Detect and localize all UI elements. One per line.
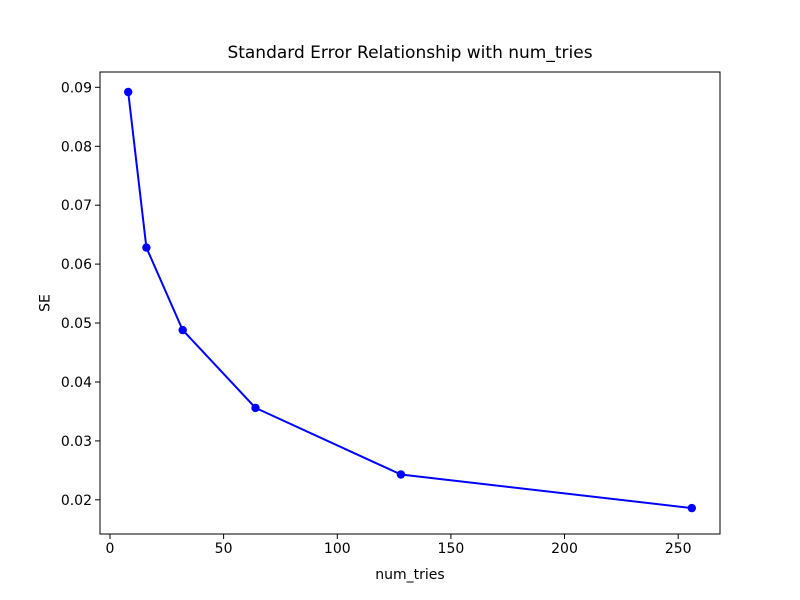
svg-text:0.04: 0.04 xyxy=(61,375,92,391)
svg-text:0.09: 0.09 xyxy=(61,80,92,96)
svg-text:0: 0 xyxy=(106,541,115,557)
svg-text:0.08: 0.08 xyxy=(61,139,92,155)
x-axis-label: num_tries xyxy=(375,567,445,583)
svg-text:250: 250 xyxy=(665,541,692,557)
svg-text:0.02: 0.02 xyxy=(61,493,92,509)
svg-text:0.07: 0.07 xyxy=(61,198,92,214)
svg-text:0.05: 0.05 xyxy=(61,316,92,332)
chart-title: Standard Error Relationship with num_tri… xyxy=(227,43,593,63)
svg-text:200: 200 xyxy=(551,541,578,557)
svg-text:50: 50 xyxy=(215,541,233,557)
svg-text:150: 150 xyxy=(438,541,465,557)
y-axis-label: SE xyxy=(37,294,54,312)
svg-text:0.03: 0.03 xyxy=(61,434,92,450)
svg-text:0.06: 0.06 xyxy=(61,257,92,273)
svg-text:100: 100 xyxy=(324,541,351,557)
